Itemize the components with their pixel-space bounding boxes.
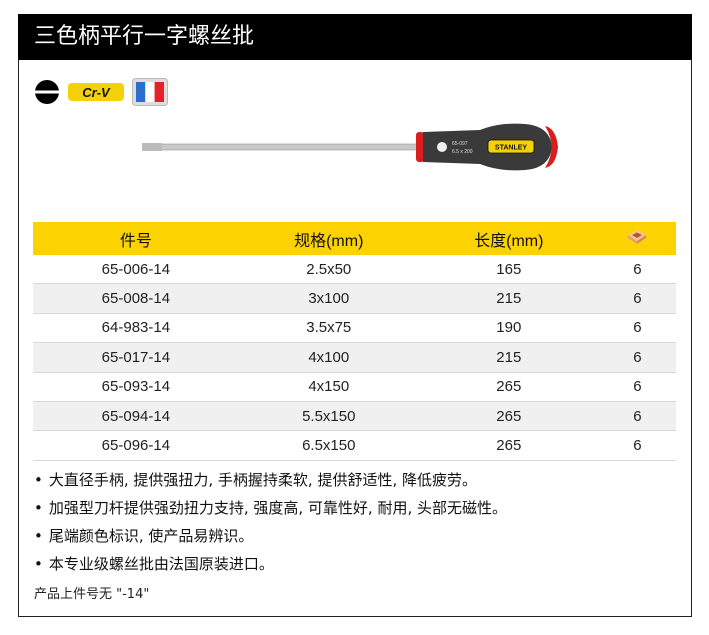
cell-pack-qty: 6 (598, 372, 676, 402)
cell-spec: 4x100 (238, 342, 419, 373)
svg-text:65-097: 65-097 (452, 141, 468, 147)
cell-length: 215 (418, 342, 599, 373)
cell-part-no: 65-006-14 (33, 255, 239, 285)
cell-part-no: 65-017-14 (33, 342, 239, 373)
feature-icons: Cr-V (34, 78, 168, 106)
table-row: 65-094-14 5.5x150 265 6 (33, 401, 676, 432)
table-row: 65-017-14 4x100 215 6 (33, 342, 676, 373)
cell-pack-qty: 6 (598, 255, 676, 285)
table-row: 65-093-14 4x150 265 6 (33, 372, 676, 402)
cell-length: 190 (418, 313, 599, 344)
screwdriver-image: 65-097 6.5 x 200 STANLEY (142, 123, 558, 171)
cell-part-no: 65-094-14 (33, 401, 239, 432)
cell-spec: 2.5x50 (238, 255, 419, 285)
cell-part-no: 65-093-14 (33, 372, 239, 402)
cell-spec: 5.5x150 (238, 401, 419, 432)
feature-item: 尾端颜色标识, 使产品易辨识。 (34, 522, 507, 550)
header-length: 长度(mm) (418, 222, 599, 255)
cell-pack-qty: 6 (598, 430, 676, 461)
feature-item: 加强型刀杆提供强劲扭力支持, 强度高, 可靠性好, 耐用, 头部无磁性。 (34, 494, 507, 522)
cell-spec: 4x150 (238, 372, 419, 402)
cell-length: 265 (418, 401, 599, 432)
product-table: 件号 规格(mm) 长度(mm) 65-006-14 2.5x50 165 6 65-0… (33, 222, 676, 461)
cell-part-no: 64-983-14 (33, 313, 239, 344)
cell-spec: 6.5x150 (238, 430, 419, 461)
cell-pack-qty: 6 (598, 342, 676, 373)
feature-list: 大直径手柄, 提供强扭力, 手柄握持柔软, 提供舒适性, 降低疲劳。 加强型刀杆… (34, 466, 507, 578)
cell-spec: 3x100 (238, 283, 419, 314)
cell-length: 165 (418, 255, 599, 285)
svg-text:STANLEY: STANLEY (495, 145, 527, 152)
cell-length: 265 (418, 430, 599, 461)
table-row: 65-096-14 6.5x150 265 6 (33, 430, 676, 461)
cell-spec: 3.5x75 (238, 313, 419, 344)
header-pack (598, 222, 676, 255)
cell-length: 265 (418, 372, 599, 402)
cell-part-no: 65-096-14 (33, 430, 239, 461)
france-flag-icon (132, 78, 168, 106)
table-row: 64-983-14 3.5x75 190 6 (33, 313, 676, 344)
page-title: 三色柄平行一字螺丝批 (18, 14, 692, 60)
cell-pack-qty: 6 (598, 313, 676, 344)
box-icon (628, 230, 647, 244)
header-part-no: 件号 (33, 222, 239, 255)
cell-pack-qty: 6 (598, 401, 676, 432)
slotted-tip-icon (35, 80, 59, 104)
feature-item: 大直径手柄, 提供强扭力, 手柄握持柔软, 提供舒适性, 降低疲劳。 (34, 466, 507, 494)
svg-text:6.5 x 200: 6.5 x 200 (452, 149, 473, 155)
table-row: 65-006-14 2.5x50 165 6 (33, 255, 676, 285)
header-spec: 规格(mm) (238, 222, 419, 255)
feature-item: 本专业级螺丝批由法国原装进口。 (34, 550, 507, 578)
table-header: 件号 规格(mm) 长度(mm) (33, 222, 676, 255)
material-badge: Cr-V (68, 83, 124, 101)
cell-pack-qty: 6 (598, 283, 676, 314)
cell-length: 215 (418, 283, 599, 314)
table-row: 65-008-14 3x100 215 6 (33, 283, 676, 314)
footnote: 产品上件号无 "-14" (34, 587, 150, 602)
cell-part-no: 65-008-14 (33, 283, 239, 314)
